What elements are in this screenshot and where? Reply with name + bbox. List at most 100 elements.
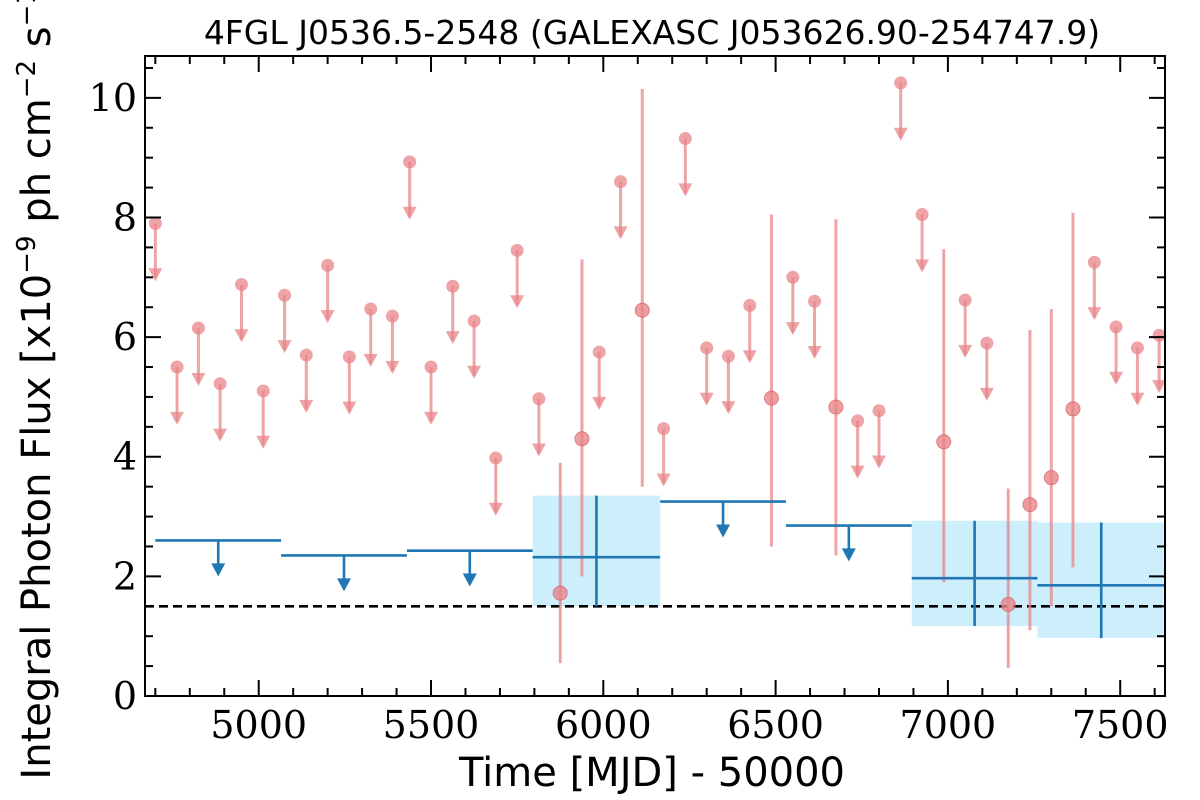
x-tick-label-7500: 7500 [1072,703,1169,747]
monthly-ul-arrow-9 [342,401,357,415]
y-tick-label-6: 6 [113,315,137,359]
monthly-ul-arrow-2 [191,372,206,386]
monthly-ul-arrow-14 [445,331,460,345]
monthly-ul-point-6 [278,288,292,302]
monthly-detection-7 [1022,497,1038,513]
monthly-detection-1 [574,431,590,447]
monthly-ul-point-19 [592,345,606,359]
monthly-ul-point-34 [1087,255,1101,269]
x-tick-label-6000: 6000 [555,703,652,747]
monthly-ul-point-16 [489,451,503,465]
yearly-bands [532,495,1165,638]
monthly-ul-point-29 [872,404,886,418]
monthly-detection-0 [552,585,568,601]
monthly-ul-arrow-31 [915,259,930,273]
monthly-ul-point-0 [148,216,162,230]
monthly-ul-point-21 [657,422,671,436]
monthly-ul-arrow-23 [699,392,714,406]
y-axis-label-mid2: s [14,26,60,60]
y-tick-labels: 0 2 4 6 8 10 [89,76,137,718]
monthly-ul-arrow-11 [385,361,400,375]
monthly-ul-point-14 [446,279,460,293]
x-tick-label-5000: 5000 [210,703,307,747]
y-axis-label-exp3: −1 [12,0,42,26]
axis-ticks [145,56,1165,697]
monthly-ul-point-3 [213,377,227,391]
x-axis-label: Time [MJD] - 50000 [458,750,845,796]
y-tick-label-10: 10 [89,76,137,120]
monthly-ul-point-20 [614,175,628,189]
monthly-ul-point-1 [170,360,184,374]
monthly-ul-point-15 [467,314,481,328]
monthly-ul-arrow-3 [213,428,228,442]
monthly-ul-arrow-30 [893,127,908,141]
monthly-ul-arrow-37 [1152,380,1167,394]
monthly-detection-9 [1065,401,1081,417]
monthly-ul-arrow-6 [277,340,292,354]
monthly-ul-point-31 [915,208,929,222]
y-axis-label-exp1: −9 [12,235,42,273]
monthly-ul-point-35 [1109,320,1123,334]
x-tick-label-5500: 5500 [383,703,480,747]
monthly-ul-point-12 [403,155,417,169]
monthly-ul-arrow-12 [402,206,417,220]
yearly-ul-arrow-4 [841,548,856,562]
y-tick-label-4: 4 [113,435,137,479]
monthly-ul-arrow-0 [148,268,163,282]
monthly-ul-point-37 [1152,328,1166,342]
monthly-ul-point-9 [342,350,356,364]
monthly-ul-point-22 [678,132,692,146]
monthly-ul-point-27 [808,294,822,308]
monthly-ul-point-36 [1130,341,1144,355]
yearly-ul-arrow-1 [337,578,352,592]
plot-area [144,55,1167,697]
yearly-ul-arrow-2 [462,573,477,587]
monthly-detection-3 [763,390,779,406]
monthly-ul-point-7 [299,348,313,362]
monthly-ul-arrow-32 [958,344,973,358]
monthly-ul-arrow-26 [785,322,800,336]
y-axis-label-mid: ph cm [14,98,60,235]
monthly-ul-point-8 [321,258,335,272]
y-tick-label-2: 2 [113,554,137,598]
monthly-detection-2 [634,302,650,318]
monthly-ul-point-23 [700,341,714,355]
monthly-ul-point-2 [191,321,205,335]
monthly-ul-point-32 [958,293,972,307]
monthly-ul-arrow-16 [488,502,503,516]
monthly-points [148,76,1167,668]
monthly-detection-4 [828,399,844,415]
monthly-ul-point-4 [234,277,248,291]
monthly-ul-arrow-27 [807,346,822,360]
monthly-ul-point-5 [256,384,270,398]
chart-title: 4FGL J0536.5-2548 (GALEXASC J053626.90-2… [204,13,1100,52]
monthly-ul-arrow-33 [979,387,994,401]
x-tick-label-7000: 7000 [900,703,997,747]
monthly-ul-arrow-15 [467,365,482,379]
monthly-ul-arrow-24 [721,401,736,415]
monthly-ul-point-33 [980,336,994,350]
monthly-ul-arrow-1 [170,411,185,425]
monthly-ul-point-30 [894,76,908,90]
monthly-ul-arrow-18 [531,443,546,457]
monthly-detection-5 [936,434,952,450]
monthly-ul-arrow-10 [363,353,378,367]
monthly-ul-point-24 [721,349,735,363]
y-tick-label-0: 0 [113,674,137,718]
monthly-detection-6 [1000,596,1016,612]
plot-frame [144,55,1166,697]
monthly-ul-arrow-22 [678,183,693,197]
monthly-ul-point-17 [510,243,524,257]
yearly-ul-arrow-3 [716,524,731,538]
x-tick-label-6500: 6500 [727,703,824,747]
monthly-ul-arrow-25 [742,350,757,364]
monthly-ul-arrow-29 [871,455,886,469]
monthly-ul-arrow-7 [299,399,314,413]
monthly-ul-arrow-34 [1087,307,1102,321]
y-axis-label-main: Integral Photon Flux [x10 [14,274,60,780]
monthly-detection-8 [1043,470,1059,486]
monthly-ul-arrow-19 [592,396,607,410]
monthly-ul-point-25 [743,298,757,312]
monthly-ul-arrow-28 [850,465,865,479]
